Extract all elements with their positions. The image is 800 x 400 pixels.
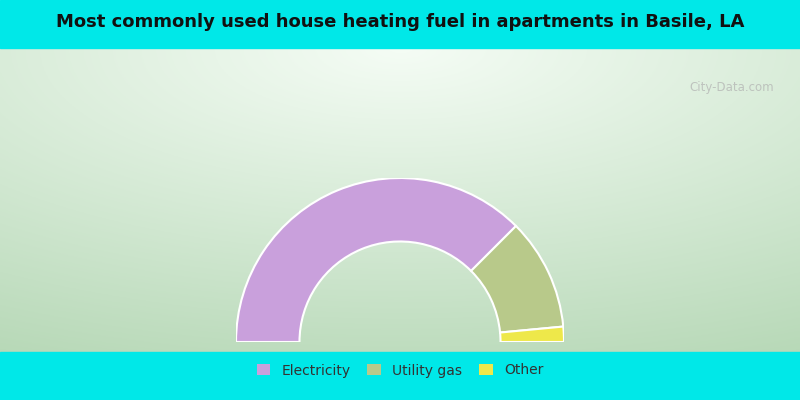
Text: Most commonly used house heating fuel in apartments in Basile, LA: Most commonly used house heating fuel in…	[56, 13, 744, 31]
Wedge shape	[236, 178, 516, 342]
Bar	[0, 0, 800, 48]
Wedge shape	[471, 226, 563, 332]
Legend: Electricity, Utility gas, Other: Electricity, Utility gas, Other	[251, 358, 549, 383]
Bar	[0, 352, 800, 400]
Wedge shape	[500, 326, 564, 342]
Text: City-Data.com: City-Data.com	[690, 82, 774, 94]
